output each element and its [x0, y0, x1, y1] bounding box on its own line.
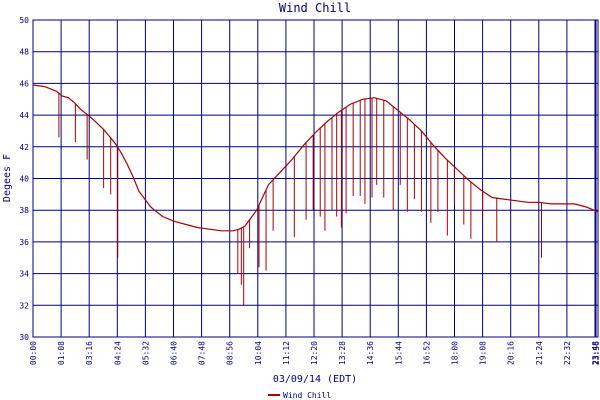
x-tick-label: 12:20	[310, 341, 319, 365]
x-tick-label: 05:32	[141, 341, 150, 365]
x-tick-label: 10:04	[254, 341, 263, 365]
series-line	[32, 84, 599, 232]
x-tick-label: 08:56	[226, 341, 235, 365]
x-tick-label: 22:32	[563, 341, 572, 365]
x-tick-label: 06:40	[170, 341, 179, 365]
x-tick-label: 23:56	[592, 341, 600, 365]
legend-label: Wind Chill	[283, 391, 331, 400]
y-tick-label: 32	[19, 301, 29, 310]
x-tick-label: 07:48	[198, 341, 207, 365]
y-tick-label: 50	[19, 16, 29, 25]
y-axis-label: Degees F	[2, 154, 13, 202]
x-tick-label: 01:08	[57, 341, 66, 365]
y-tick-label: 44	[19, 111, 29, 120]
series-layer	[32, 84, 599, 306]
x-tick-label: 20:16	[507, 341, 516, 365]
x-tick-label: 16:52	[422, 341, 431, 365]
y-tick-label: 42	[19, 143, 29, 152]
plot-area-frame	[32, 19, 599, 338]
y-axis-ticks: 30 32 34 36 38 40 42 44 46 48 50	[19, 16, 29, 342]
y-tick-label: 48	[19, 48, 29, 57]
x-tick-label: 21:24	[535, 341, 544, 365]
x-tick-label: 13:28	[338, 341, 347, 365]
y-tick-label: 34	[19, 270, 29, 279]
x-tick-label: 15:44	[394, 341, 403, 365]
chart-title: Wind Chill	[279, 1, 351, 15]
x-tick-label: 04:24	[113, 341, 122, 365]
y-tick-label: 38	[19, 206, 29, 215]
x-tick-label: 23:48	[591, 341, 600, 365]
x-axis-ticks: 00:00 01:08 03:16 04:24 05:32 06:40 07:48 08:56…	[29, 341, 600, 365]
y-tick-label: 30	[19, 333, 29, 342]
x-tick-label: 18:00	[451, 341, 460, 365]
x-tick-label: 14:36	[366, 341, 375, 365]
legend: Wind Chill	[268, 391, 331, 400]
x-tick-label: 00:00	[29, 341, 38, 365]
x-axis-label: 03/09/14 (EDT)	[273, 374, 357, 385]
x-tick-label: 19:08	[479, 341, 488, 365]
y-tick-label: 46	[19, 79, 29, 88]
x-tick-label: 11:12	[282, 341, 291, 365]
y-tick-label: 36	[19, 238, 29, 247]
x-tick-label: 03:16	[85, 341, 94, 365]
y-tick-label: 40	[19, 175, 29, 184]
